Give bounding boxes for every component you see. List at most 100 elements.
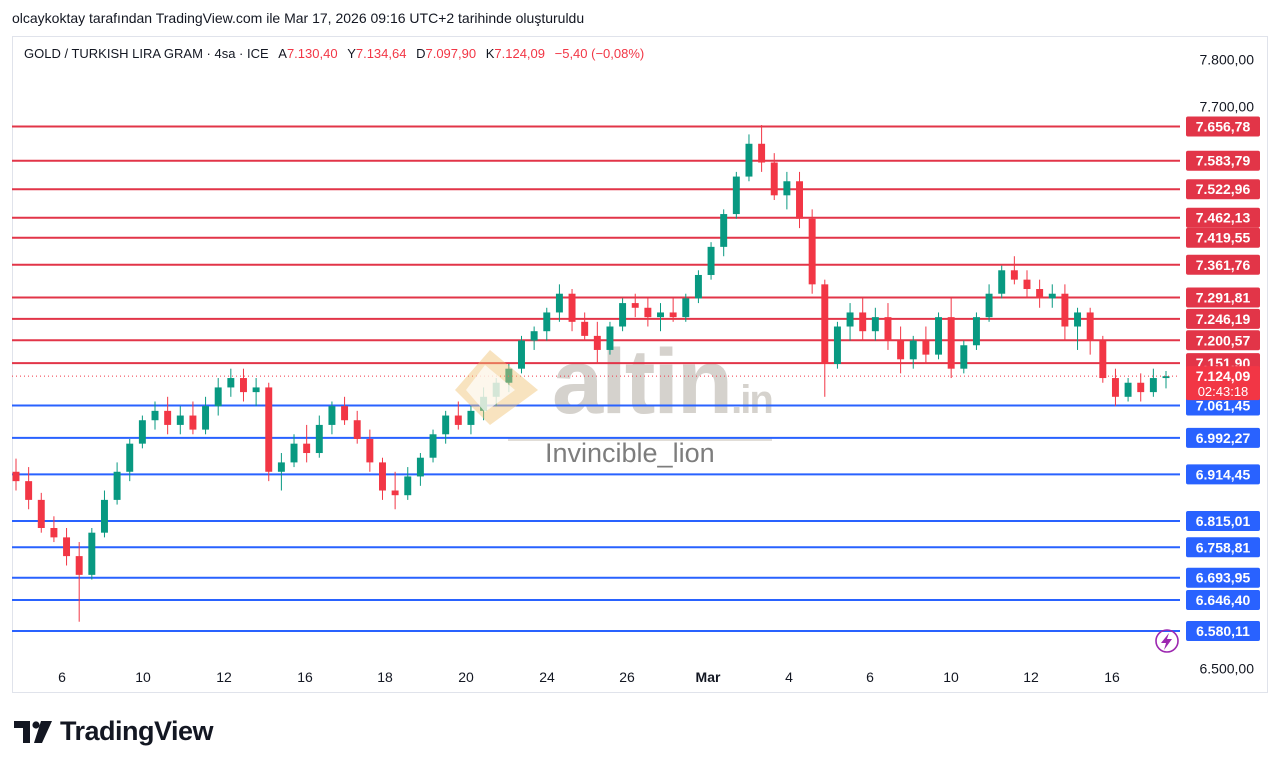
- candle[interactable]: [606, 321, 614, 355]
- candle[interactable]: [732, 171, 740, 219]
- candle[interactable]: [518, 335, 525, 374]
- candle[interactable]: [88, 528, 96, 580]
- candle[interactable]: [37, 492, 45, 533]
- candle-body: [214, 387, 222, 407]
- candle[interactable]: [151, 401, 159, 430]
- candle[interactable]: [644, 298, 652, 327]
- resistance-price-label-5: 7.361,76: [1196, 257, 1251, 273]
- candle[interactable]: [859, 298, 867, 341]
- candle[interactable]: [1061, 284, 1069, 341]
- candle[interactable]: [353, 410, 361, 444]
- candle[interactable]: [467, 406, 475, 435]
- candle[interactable]: [1099, 335, 1107, 383]
- candle[interactable]: [442, 410, 450, 444]
- candle[interactable]: [303, 424, 311, 463]
- candle[interactable]: [176, 406, 184, 435]
- candle[interactable]: [909, 335, 917, 369]
- candle[interactable]: [530, 326, 538, 350]
- candle[interactable]: [871, 307, 879, 341]
- candle[interactable]: [1111, 368, 1119, 407]
- candle[interactable]: [821, 279, 829, 397]
- candle[interactable]: [669, 298, 677, 322]
- candle[interactable]: [1137, 373, 1145, 402]
- candle[interactable]: [429, 429, 437, 463]
- candle[interactable]: [63, 528, 71, 566]
- candle[interactable]: [619, 298, 627, 332]
- candle[interactable]: [1023, 270, 1031, 299]
- candle[interactable]: [808, 209, 816, 294]
- candle[interactable]: [720, 209, 728, 257]
- candle[interactable]: [1010, 256, 1018, 285]
- candle[interactable]: [1048, 284, 1056, 308]
- candle[interactable]: [50, 516, 58, 543]
- candle[interactable]: [138, 415, 146, 449]
- candle[interactable]: [846, 303, 854, 341]
- candle[interactable]: [947, 298, 955, 379]
- candle[interactable]: [315, 415, 323, 458]
- lightning-icon[interactable]: [1155, 629, 1179, 653]
- candle[interactable]: [239, 368, 247, 402]
- candle[interactable]: [568, 289, 576, 332]
- candle[interactable]: [897, 326, 905, 374]
- candle[interactable]: [126, 438, 134, 482]
- candle[interactable]: [884, 303, 892, 350]
- candle[interactable]: [657, 303, 664, 332]
- candle[interactable]: [935, 312, 943, 360]
- candle[interactable]: [972, 312, 980, 350]
- candle[interactable]: [265, 382, 273, 482]
- candle[interactable]: [1036, 279, 1044, 308]
- candle[interactable]: [113, 462, 121, 505]
- candle[interactable]: [1149, 368, 1157, 397]
- candle[interactable]: [189, 401, 197, 435]
- candle[interactable]: [922, 326, 930, 364]
- candle[interactable]: [581, 312, 589, 341]
- candle[interactable]: [75, 542, 83, 622]
- candle[interactable]: [758, 125, 766, 172]
- candle[interactable]: [164, 396, 172, 435]
- candle[interactable]: [100, 490, 108, 538]
- candle[interactable]: [796, 171, 803, 229]
- candle[interactable]: [1162, 371, 1170, 389]
- candle[interactable]: [214, 378, 222, 416]
- candle[interactable]: [252, 378, 260, 407]
- candle[interactable]: [1074, 307, 1082, 350]
- candle[interactable]: [290, 434, 298, 468]
- candle[interactable]: [985, 284, 993, 322]
- candle[interactable]: [454, 401, 462, 430]
- candle[interactable]: [277, 453, 285, 491]
- candle[interactable]: [593, 321, 601, 364]
- candle[interactable]: [202, 396, 210, 435]
- candle[interactable]: [391, 471, 399, 510]
- candle[interactable]: [631, 293, 639, 318]
- candle[interactable]: [707, 242, 715, 280]
- candle[interactable]: [543, 307, 551, 341]
- candle[interactable]: [379, 457, 386, 500]
- tradingview-footer[interactable]: TradingView: [14, 716, 214, 747]
- candle[interactable]: [682, 293, 690, 322]
- chart-frame[interactable]: [12, 36, 1268, 693]
- candle[interactable]: [366, 429, 374, 472]
- candle[interactable]: [1124, 378, 1132, 402]
- candle[interactable]: [328, 401, 336, 435]
- candle-body: [1162, 376, 1170, 379]
- candle[interactable]: [1086, 307, 1094, 355]
- candle[interactable]: [25, 467, 33, 510]
- candle[interactable]: [998, 265, 1006, 299]
- candle[interactable]: [694, 270, 702, 304]
- candle[interactable]: [404, 467, 412, 500]
- candle[interactable]: [833, 321, 841, 369]
- candle[interactable]: [745, 134, 753, 182]
- candle[interactable]: [555, 284, 563, 322]
- price-tick-label-2: 6.500,00: [1200, 661, 1255, 677]
- candle[interactable]: [227, 368, 235, 397]
- candle[interactable]: [341, 396, 349, 425]
- candle[interactable]: [770, 153, 778, 200]
- candle[interactable]: [960, 340, 968, 374]
- change-value: −5,40 (−0,08%): [554, 46, 645, 61]
- candle[interactable]: [416, 453, 424, 486]
- symbol-name[interactable]: GOLD / TURKISH LIRA GRAM · 4sa · ICE: [24, 46, 269, 61]
- candle-body: [1036, 289, 1044, 299]
- candle[interactable]: [12, 458, 20, 491]
- candle[interactable]: [783, 171, 791, 210]
